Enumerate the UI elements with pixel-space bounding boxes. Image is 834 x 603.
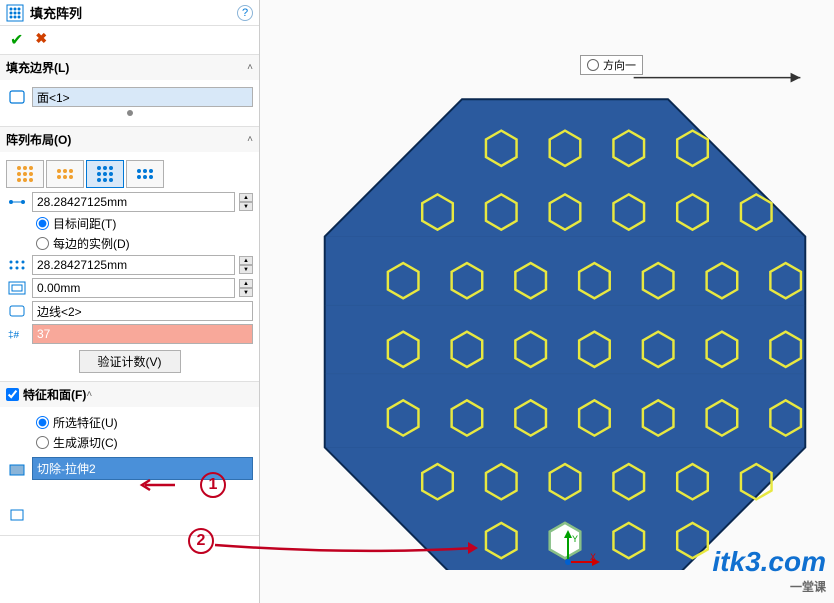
section-layout: 阵列布局(O) ˄ ▲▼ 目标间距(T) bbox=[0, 127, 259, 382]
features-enabled-checkbox[interactable] bbox=[6, 388, 19, 401]
spacing-icon bbox=[6, 193, 28, 211]
property-panel: 填充阵列 ? ✔ ✖ 填充边界(L) ˄ 阵列布局(O) ˄ bbox=[0, 0, 260, 603]
ok-cancel-bar: ✔ ✖ bbox=[0, 26, 259, 55]
radio-selected-feature-input[interactable] bbox=[36, 416, 49, 429]
help-icon[interactable]: ? bbox=[237, 5, 253, 21]
face-icon bbox=[6, 88, 28, 106]
radio-selected-feature[interactable]: 所选特征(U) bbox=[36, 414, 253, 431]
spinner-down[interactable]: ▼ bbox=[239, 265, 253, 274]
layout-circular[interactable] bbox=[46, 160, 84, 188]
viewport[interactable]: 方向一 Y X itk3.com 一堂课 bbox=[260, 0, 834, 603]
edge-icon bbox=[6, 302, 28, 320]
radio-selected-feature-label: 所选特征(U) bbox=[53, 414, 118, 431]
radio-create-seed-input[interactable] bbox=[36, 436, 49, 449]
spinner-up[interactable]: ▲ bbox=[239, 256, 253, 265]
chevron-up-icon: ˄ bbox=[247, 62, 253, 73]
spinner-down[interactable]: ▼ bbox=[239, 288, 253, 297]
radio-target-spacing[interactable]: 目标间距(T) bbox=[36, 215, 253, 232]
section-features: 特征和面(F) ˄ 所选特征(U) 生成源切(C) 切除-拉伸2 bbox=[0, 382, 259, 536]
verify-count-button[interactable]: 验证计数(V) bbox=[79, 350, 181, 373]
section-boundary-title: 填充边界(L) bbox=[6, 59, 247, 76]
panel-title: 填充阵列 bbox=[30, 3, 237, 22]
radio-target-spacing-label: 目标间距(T) bbox=[53, 215, 116, 232]
selected-feature-box[interactable]: 切除-拉伸2 bbox=[32, 457, 253, 480]
fill-pattern-icon bbox=[6, 4, 24, 22]
watermark-text: itk3.com bbox=[712, 546, 826, 577]
edge-input[interactable] bbox=[32, 301, 253, 321]
layout-type-group bbox=[6, 160, 253, 188]
count-icon: ‡# bbox=[6, 325, 28, 343]
boundary-face-input[interactable] bbox=[32, 87, 253, 107]
count-input[interactable] bbox=[32, 324, 253, 344]
chevron-up-icon: ˄ bbox=[247, 134, 253, 145]
margin-icon bbox=[6, 279, 28, 297]
spinner-up[interactable]: ▲ bbox=[239, 279, 253, 288]
radio-create-seed[interactable]: 生成源切(C) bbox=[36, 434, 253, 451]
layout-hex[interactable] bbox=[86, 160, 124, 188]
watermark: itk3.com 一堂课 bbox=[712, 546, 826, 595]
radio-per-edge-label: 每边的实例(D) bbox=[53, 235, 130, 252]
radio-per-edge[interactable]: 每边的实例(D) bbox=[36, 235, 253, 252]
margin-input[interactable] bbox=[32, 278, 235, 298]
section-features-header[interactable]: 特征和面(F) ˄ bbox=[0, 382, 259, 407]
section-features-title: 特征和面(F) bbox=[23, 386, 86, 403]
spinner-up[interactable]: ▲ bbox=[239, 193, 253, 202]
radio-per-edge-input[interactable] bbox=[36, 237, 49, 250]
face-select-icon bbox=[6, 506, 28, 524]
watermark-sub: 一堂课 bbox=[712, 578, 826, 595]
spinner-down[interactable]: ▼ bbox=[239, 202, 253, 211]
origin-triad: Y X bbox=[560, 530, 600, 570]
radio-create-seed-label: 生成源切(C) bbox=[53, 434, 118, 451]
slider-handle[interactable] bbox=[127, 110, 133, 116]
cancel-icon[interactable]: ✖ bbox=[35, 30, 47, 50]
section-layout-title: 阵列布局(O) bbox=[6, 131, 247, 148]
section-boundary: 填充边界(L) ˄ bbox=[0, 55, 259, 127]
loop-spacing-icon bbox=[6, 256, 28, 274]
chevron-up-icon: ˄ bbox=[86, 389, 92, 400]
radio-target-spacing-input[interactable] bbox=[36, 217, 49, 230]
layout-polygon[interactable] bbox=[126, 160, 164, 188]
model-preview bbox=[310, 60, 820, 570]
svg-text:Y: Y bbox=[572, 534, 578, 544]
ok-icon[interactable]: ✔ bbox=[10, 30, 23, 50]
section-layout-header[interactable]: 阵列布局(O) ˄ bbox=[0, 127, 259, 152]
svg-text:‡#: ‡# bbox=[8, 330, 20, 341]
section-boundary-header[interactable]: 填充边界(L) ˄ bbox=[0, 55, 259, 80]
spacing1-input[interactable] bbox=[32, 192, 235, 212]
layout-grid[interactable] bbox=[6, 160, 44, 188]
panel-header: 填充阵列 ? bbox=[0, 0, 259, 26]
feature-icon bbox=[6, 460, 28, 478]
svg-text:X: X bbox=[590, 552, 596, 562]
spacing2-input[interactable] bbox=[32, 255, 235, 275]
